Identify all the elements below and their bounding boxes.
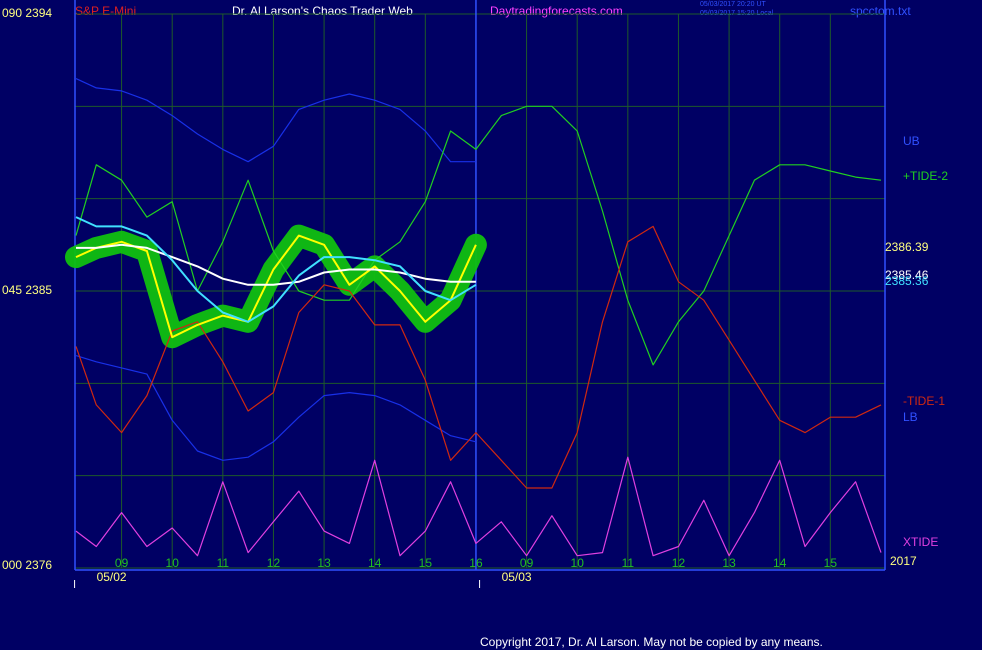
symbol: S&P E-Mini <box>75 4 136 18</box>
value-annotation: 2386.39 <box>885 240 929 254</box>
title: Dr. Al Larson's Chaos Trader Web <box>232 4 413 18</box>
copyright: Copyright 2017, Dr. Al Larson. May not b… <box>480 635 823 649</box>
x-tick-label: 10 <box>571 556 585 570</box>
x-tick-label: 15 <box>824 556 838 570</box>
x-tick-label: 13 <box>317 556 331 570</box>
site: Daytradingforecasts.com <box>490 4 623 18</box>
time-local: 05/03/2017 15:20 Local <box>700 10 774 17</box>
series-line <box>75 216 477 323</box>
legend-label: -TIDE-1 <box>903 394 945 408</box>
x-tick-label: 10 <box>166 556 180 570</box>
y-tick-label: 090 2394 <box>2 6 52 20</box>
value-annotation: 2385.36 <box>885 274 929 288</box>
y-tick-label: 000 2376 <box>2 558 52 572</box>
plot: 090 2394 045 2385 000 2376 09 10 11 12 13 14 15 16… <box>2 0 948 588</box>
series-line <box>75 456 882 557</box>
x-tick-label: 16 <box>469 556 483 570</box>
legend-label: +TIDE-2 <box>903 169 948 183</box>
value-annotation: 2385.46 <box>885 268 929 282</box>
series-line <box>75 78 476 163</box>
x-tick-label: 14 <box>368 556 382 570</box>
date-label: 05/02 <box>97 570 127 584</box>
year-label: 2017 <box>890 554 917 568</box>
x-tick-label: 13 <box>722 556 736 570</box>
x-tick-label: 11 <box>622 556 635 570</box>
date-label: 05/03 <box>502 570 532 584</box>
x-tick-label: 12 <box>267 556 281 570</box>
x-tick-label: 11 <box>217 556 230 570</box>
x-tick-label: 14 <box>773 556 787 570</box>
series-line <box>75 234 477 339</box>
x-tick-label: 12 <box>672 556 686 570</box>
series-line <box>75 225 882 489</box>
series-line <box>75 355 477 461</box>
time-ut: 05/03/2017 20:20 UT <box>700 1 766 8</box>
series-line <box>75 105 882 366</box>
legend-label: LB <box>903 410 918 424</box>
legend-label: UB <box>903 134 920 148</box>
legend-label: XTIDE <box>903 535 938 549</box>
y-tick-label: 045 2385 <box>2 283 52 297</box>
file-name: spcctom.txt <box>850 4 911 18</box>
x-tick-label: 09 <box>115 556 129 570</box>
x-tick-label: 09 <box>520 556 534 570</box>
x-tick-label: 15 <box>419 556 433 570</box>
